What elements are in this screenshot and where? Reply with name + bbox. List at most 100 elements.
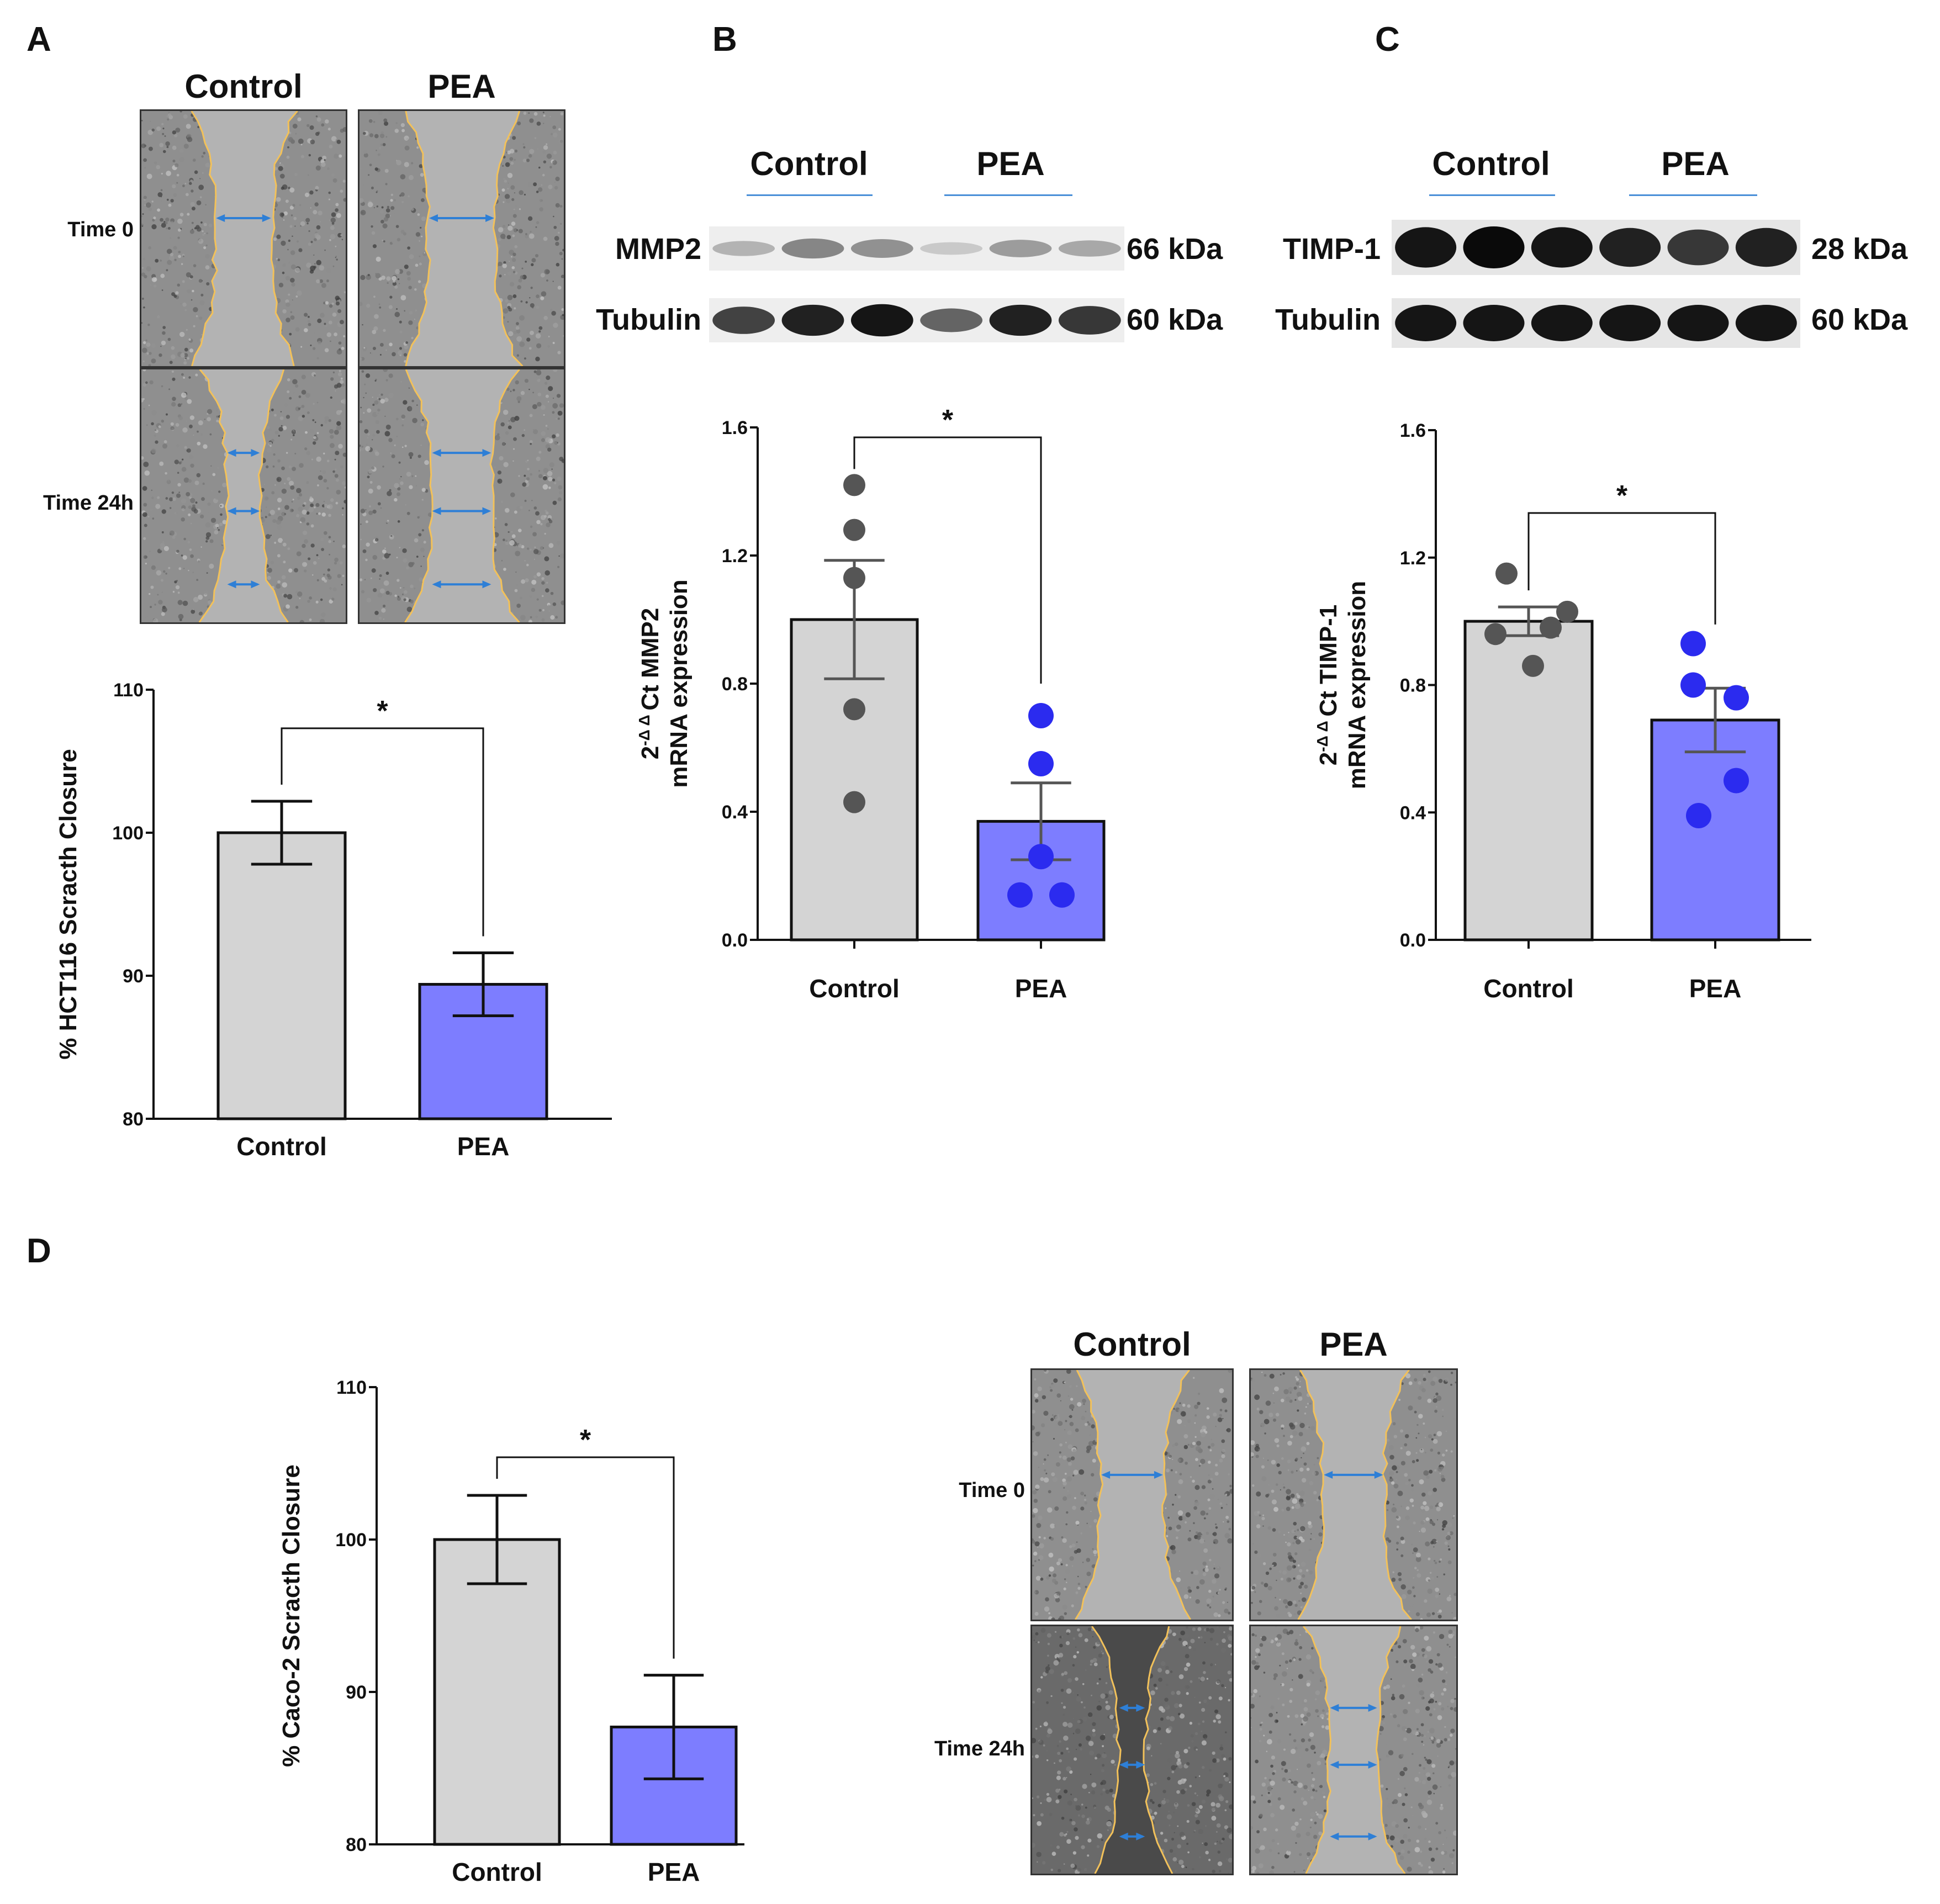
blot-c-control-label: Control xyxy=(1432,145,1550,182)
chart-b-point-control-3 xyxy=(843,698,865,721)
blot-c-control-underline xyxy=(1429,194,1555,196)
chart-b-xlabel-pea: PEA xyxy=(1015,974,1067,1003)
chart-c-ytick-label-2: 0.8 xyxy=(1400,675,1426,696)
chart-d-xlabel-control: Control xyxy=(452,1858,542,1886)
blot-band-b-1-4 xyxy=(989,304,1052,336)
blot-band-b-0-0 xyxy=(712,241,775,256)
panel-label-c: C xyxy=(1375,20,1400,59)
blot-c-pea-label: PEA xyxy=(1661,145,1730,182)
chart-c-point-pea-4 xyxy=(1686,803,1711,829)
blot-band-c-0-1 xyxy=(1463,226,1525,268)
chart-b-ylabel-line2: mRNA expression xyxy=(665,579,693,787)
blot-band-c-1-5 xyxy=(1735,305,1797,341)
chart-d-sig-bracket xyxy=(496,1456,675,1659)
blot-band-b-1-5 xyxy=(1058,306,1121,335)
micro-a-time0-label: Time 0 xyxy=(67,218,134,241)
micro-d-control-t24 xyxy=(1030,1625,1234,1875)
blot-band-c-1-3 xyxy=(1599,305,1661,341)
chart-c-ylabel-line2: mRNA expression xyxy=(1344,581,1371,789)
micro-a-control-t0 xyxy=(140,109,347,368)
chart-a-sig-star: * xyxy=(377,695,388,727)
chart-b-ytick-label-1: 0.4 xyxy=(722,802,748,823)
chart-c-sig-star: * xyxy=(1616,480,1628,512)
blot-band-b-1-1 xyxy=(781,304,844,336)
micro-d-pea-t0 xyxy=(1249,1368,1458,1621)
micro-d-control-t0 xyxy=(1030,1368,1234,1621)
chart-d-sig-star: * xyxy=(580,1424,591,1456)
chart-b-point-pea-2 xyxy=(1028,844,1054,870)
micro-a-pea-title: PEA xyxy=(427,68,496,105)
blot-band-c-1-2 xyxy=(1531,305,1593,341)
blot-c-row1-strip xyxy=(1392,220,1800,275)
chart-b-ytick-label-2: 0.8 xyxy=(722,674,748,695)
chart-d-bar-control xyxy=(433,1538,561,1846)
blot-c-row2-strip xyxy=(1392,298,1800,348)
chart-c-ylabel-line1: 2-Δ Δ Ct TIMP-1 xyxy=(1314,605,1342,765)
blot-band-c-0-3 xyxy=(1599,228,1661,267)
micro-d-control-title: Control xyxy=(1073,1326,1191,1363)
blot-b-control-label: Control xyxy=(750,145,868,182)
blot-b-row1-strip xyxy=(709,226,1124,271)
chart-b-point-control-4 xyxy=(843,791,865,813)
blot-band-b-0-3 xyxy=(920,242,983,255)
micro-d-pea-t24 xyxy=(1249,1625,1458,1875)
micro-d-pea-title: PEA xyxy=(1319,1326,1388,1363)
blot-b-control-underline xyxy=(747,194,873,196)
blot-b-row2-strip xyxy=(709,298,1124,342)
chart-c-xlabel-pea: PEA xyxy=(1689,974,1742,1003)
blot-band-b-0-5 xyxy=(1058,240,1121,257)
chart-a-ytick-label-0: 80 xyxy=(123,1109,144,1130)
chart-b-point-control-2 xyxy=(843,567,865,589)
blot-b-pea-underline xyxy=(944,194,1072,196)
chart-b-sig-bracket xyxy=(853,436,1042,684)
blot-band-c-0-4 xyxy=(1667,229,1729,266)
chart-c-xlabel-control: Control xyxy=(1483,974,1574,1003)
blot-band-c-1-0 xyxy=(1395,305,1457,341)
chart-a-xlabel-control: Control xyxy=(236,1132,327,1161)
chart-b-point-pea-1 xyxy=(1028,751,1054,776)
blot-band-b-1-0 xyxy=(712,306,775,334)
blot-c-row2-kda: 60 kDa xyxy=(1811,303,1908,336)
blot-band-c-0-0 xyxy=(1395,227,1457,268)
chart-b-point-pea-3 xyxy=(1007,882,1033,908)
chart-d-ylabel: % Caco-2 Scracth Closure xyxy=(278,1464,305,1767)
chart-b-sig-star: * xyxy=(942,404,954,436)
micro-a-control-title: Control xyxy=(184,68,303,105)
chart-a-ytick-label-1: 90 xyxy=(123,966,144,987)
chart-a-sig-bracket xyxy=(281,727,484,937)
panel-label-d: D xyxy=(27,1232,51,1270)
chart-b-ytick-label-3: 1.2 xyxy=(722,546,748,567)
chart-c-point-pea-0 xyxy=(1680,631,1706,657)
micro-a-control-t24 xyxy=(140,368,347,624)
blot-c-row1-kda: 28 kDa xyxy=(1811,232,1908,266)
blot-c-row1-name: TIMP-1 xyxy=(1282,232,1381,266)
blot-c-row2-name: Tubulin xyxy=(1275,303,1381,336)
chart-c-ytick-label-0: 0.0 xyxy=(1400,930,1426,951)
chart-c-ytick-label-1: 0.4 xyxy=(1400,802,1426,823)
blot-b-row2-name: Tubulin xyxy=(596,303,701,336)
chart-b-ytick-label-4: 1.6 xyxy=(722,417,748,438)
blot-b-row1-name: MMP2 xyxy=(615,232,701,266)
chart-c-point-control-0 xyxy=(1495,562,1518,585)
chart-d-xlabel-pea: PEA xyxy=(648,1858,700,1886)
chart-c-bar-pea xyxy=(1650,718,1780,942)
micro-a-pea-t0 xyxy=(358,109,565,368)
chart-c-point-control-1 xyxy=(1540,616,1562,639)
chart-d-ytick-label-1: 90 xyxy=(346,1682,367,1703)
blot-band-b-0-2 xyxy=(850,239,913,258)
blot-c-pea-underline xyxy=(1629,194,1757,196)
chart-c-ytick-label-4: 1.6 xyxy=(1400,420,1426,441)
chart-a-xlabel-pea: PEA xyxy=(457,1132,510,1161)
blot-band-b-1-3 xyxy=(920,308,983,332)
chart-b-xlabel-control: Control xyxy=(809,974,900,1003)
chart-a-ytick-label-2: 100 xyxy=(112,823,144,844)
blot-b-pea-label: PEA xyxy=(976,145,1045,182)
chart-b-point-control-1 xyxy=(843,519,865,541)
chart-b-point-pea-4 xyxy=(1049,882,1075,908)
blot-b-row2-kda: 60 kDa xyxy=(1127,303,1223,336)
chart-c-point-pea-2 xyxy=(1724,685,1749,711)
chart-c-ytick-label-3: 1.2 xyxy=(1400,548,1426,569)
blot-band-b-1-2 xyxy=(850,304,913,337)
